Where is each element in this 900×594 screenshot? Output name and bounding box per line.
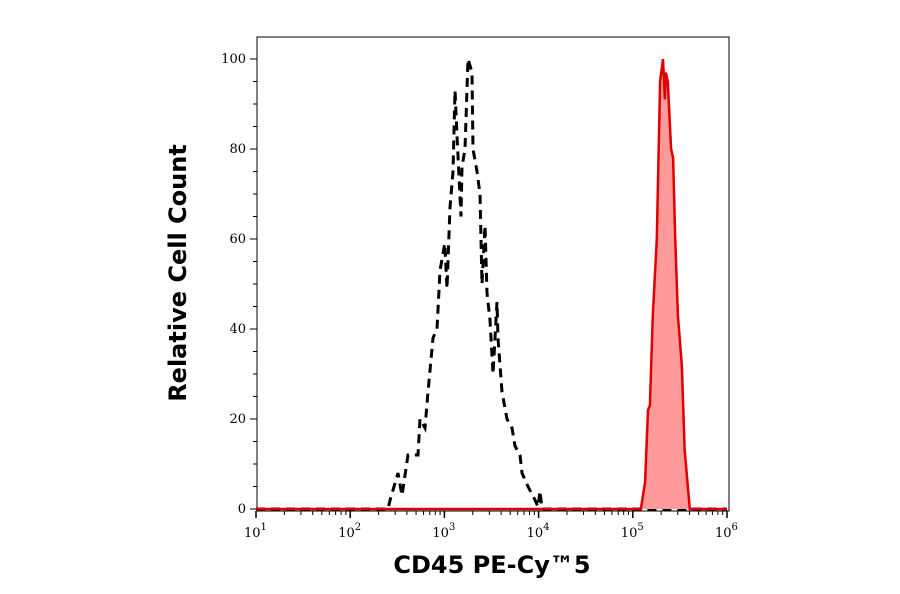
x-tick-exponent: 1 (261, 522, 267, 533)
x-tick-base: 10 (338, 526, 355, 541)
y-tick-label: 60 (229, 232, 246, 247)
x-tick-label: 104 (527, 522, 550, 541)
y-tick-label: 100 (221, 52, 246, 67)
x-tick-label: 105 (621, 522, 644, 541)
x-tick-label: 103 (432, 522, 455, 541)
red-histogram-fill (256, 59, 727, 509)
y-axis-label: Relative Cell Count (164, 144, 192, 402)
x-tick-exponent: 5 (637, 522, 643, 533)
y-tick-label: 80 (229, 142, 246, 157)
series-layer (256, 58, 727, 513)
x-tick-base: 10 (621, 526, 638, 541)
y-tick-label: 0 (238, 502, 246, 517)
x-tick-base: 10 (244, 526, 261, 541)
x-tick-exponent: 2 (355, 522, 361, 533)
x-axis-label: CD45 PE-Cy™5 (393, 551, 590, 579)
y-tick-label: 20 (229, 412, 246, 427)
x-tick-label: 106 (715, 522, 738, 541)
dashed-histogram-line (256, 58, 727, 513)
y-tick-label: 40 (229, 322, 246, 337)
x-tick-label: 101 (244, 522, 267, 541)
x-tick-base: 10 (715, 526, 732, 541)
plot-frame (256, 36, 730, 512)
x-tick-base: 10 (527, 526, 544, 541)
red-histogram-line (256, 58, 727, 511)
x-tick-base: 10 (432, 526, 449, 541)
x-tick-label: 102 (338, 522, 361, 541)
x-tick-exponent: 4 (543, 522, 549, 533)
x-tick-exponent: 3 (449, 522, 455, 533)
x-tick-exponent: 6 (732, 522, 738, 533)
